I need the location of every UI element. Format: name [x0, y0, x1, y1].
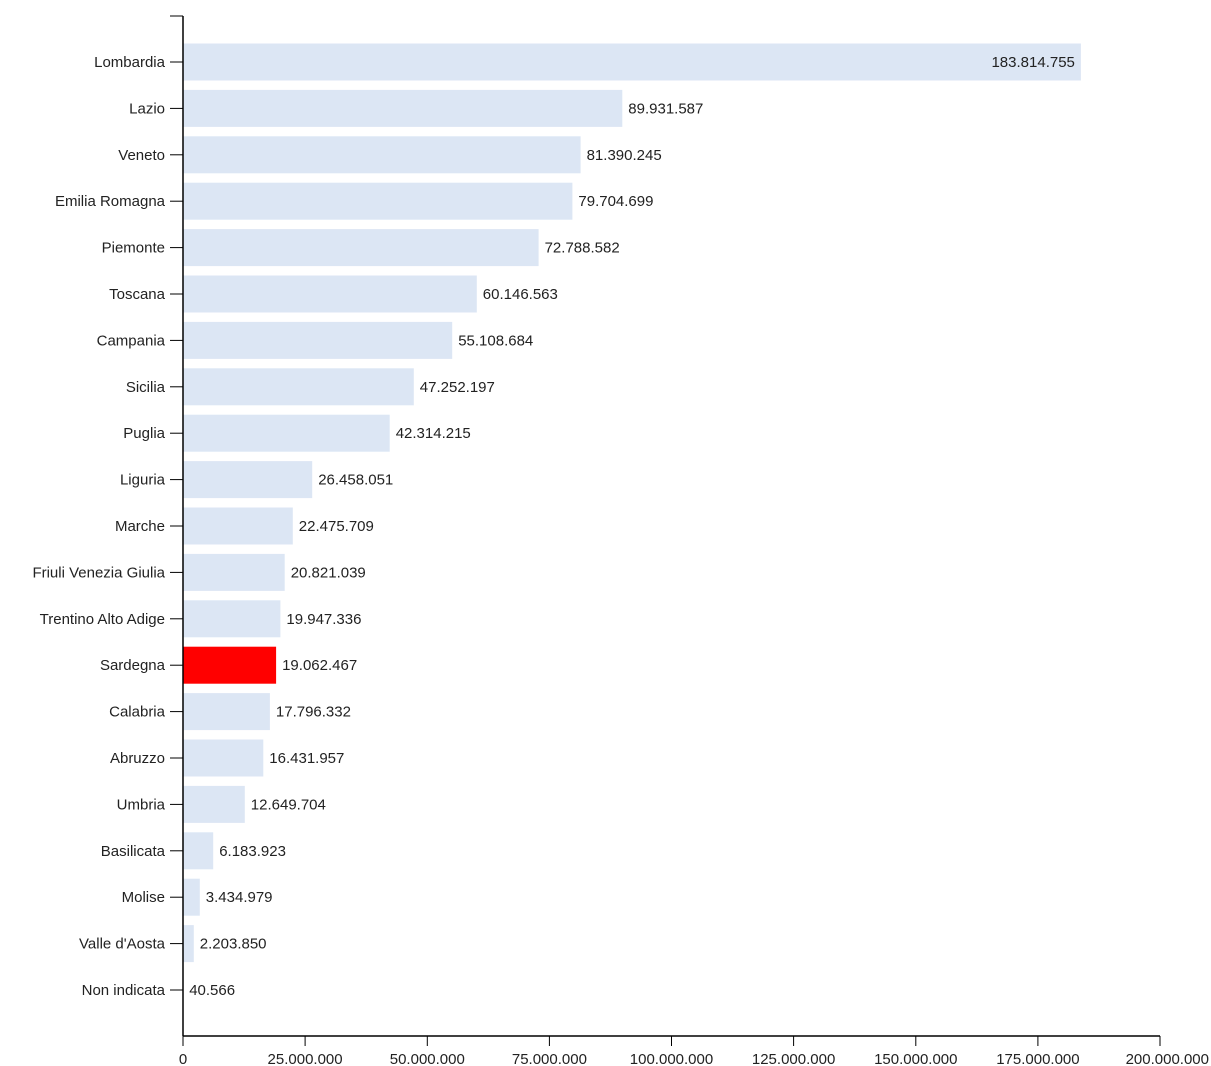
- value-label: 47.252.197: [420, 379, 495, 396]
- bar-lombardia: [183, 43, 1081, 81]
- category-label: Piemonte: [102, 240, 165, 257]
- x-tick-label: 0: [179, 1051, 187, 1066]
- x-tick-label: 25.000.000: [268, 1051, 343, 1066]
- y-axis: Lombardia Lazio Veneto Emilia Romagna Piemon…: [32, 15, 184, 1036]
- bar-umbria: [183, 785, 245, 823]
- x-tick-label: 100.000.000: [630, 1051, 713, 1066]
- value-label: 40.566: [189, 982, 235, 999]
- bar-campania: [183, 321, 453, 359]
- bar-valle-d-aosta: [183, 925, 194, 963]
- value-label: 20.821.039: [291, 564, 366, 581]
- value-label: 16.431.957: [269, 750, 344, 767]
- value-label: 6.183.923: [219, 843, 286, 860]
- category-label: Trentino Alto Adige: [40, 611, 165, 628]
- value-label: 19.947.336: [286, 611, 361, 628]
- category-label: Lombardia: [94, 54, 166, 71]
- category-label: Sicilia: [126, 379, 166, 396]
- category-label: Abruzzo: [110, 750, 165, 767]
- bar-friuli-venezia-giulia: [183, 553, 285, 591]
- category-label: Friuli Venezia Giulia: [32, 564, 165, 581]
- bar-basilicata: [183, 832, 214, 870]
- bar-piemonte: [183, 229, 539, 267]
- category-label: Calabria: [109, 704, 166, 721]
- x-tick-label: 200.000.000: [1126, 1051, 1209, 1066]
- bar-veneto: [183, 136, 581, 174]
- category-label: Valle d'Aosta: [79, 936, 166, 953]
- category-label: Umbria: [117, 796, 166, 813]
- value-label: 12.649.704: [251, 796, 326, 813]
- category-label: Liguria: [120, 472, 166, 489]
- category-label: Lazio: [129, 100, 165, 117]
- value-label: 183.814.755: [991, 54, 1074, 71]
- x-tick-label: 75.000.000: [512, 1051, 587, 1066]
- value-label: 22.475.709: [299, 518, 374, 535]
- bars-group: [183, 43, 1081, 1009]
- value-label: 2.203.850: [200, 936, 267, 953]
- value-label: 55.108.684: [458, 332, 533, 349]
- value-label: 81.390.245: [587, 147, 662, 164]
- x-axis: 0 25.000.000 50.000.000 75.000.000 100.000.0…: [179, 1035, 1209, 1066]
- bar-toscana: [183, 275, 477, 313]
- bar-puglia: [183, 414, 390, 452]
- bar-liguria: [183, 461, 313, 499]
- value-label: 42.314.215: [396, 425, 471, 442]
- value-label: 19.062.467: [282, 657, 357, 674]
- bar-sardegna: [183, 646, 277, 684]
- category-label: Toscana: [109, 286, 166, 303]
- category-label: Puglia: [123, 425, 165, 442]
- value-label: 79.704.699: [578, 193, 653, 210]
- bar-molise: [183, 878, 200, 916]
- x-tick-label: 125.000.000: [752, 1051, 835, 1066]
- value-label: 72.788.582: [545, 240, 620, 257]
- category-label: Campania: [97, 332, 166, 349]
- category-label: Veneto: [118, 147, 165, 164]
- bar-sicilia: [183, 368, 414, 406]
- category-label: Marche: [115, 518, 165, 535]
- value-label: 3.434.979: [206, 889, 273, 906]
- category-label: Molise: [122, 889, 165, 906]
- x-tick-label: 175.000.000: [996, 1051, 1079, 1066]
- category-label: Emilia Romagna: [55, 193, 166, 210]
- bar-calabria: [183, 693, 270, 731]
- category-label: Basilicata: [101, 843, 166, 860]
- x-tick-label: 150.000.000: [874, 1051, 957, 1066]
- bar-marche: [183, 507, 293, 545]
- x-tick-label: 50.000.000: [390, 1051, 465, 1066]
- bar-emilia-romagna: [183, 182, 573, 220]
- value-label: 60.146.563: [483, 286, 558, 303]
- category-label: Non indicata: [82, 982, 166, 999]
- bar-trentino-alto-adige: [183, 600, 281, 638]
- value-labels-group: 183.814.755 89.931.587 81.390.245 79.704.69…: [189, 54, 1075, 999]
- bar-lazio: [183, 89, 623, 127]
- value-label: 26.458.051: [318, 472, 393, 489]
- value-label: 17.796.332: [276, 704, 351, 721]
- category-label: Sardegna: [100, 657, 166, 674]
- value-label: 89.931.587: [628, 100, 703, 117]
- bar-abruzzo: [183, 739, 264, 777]
